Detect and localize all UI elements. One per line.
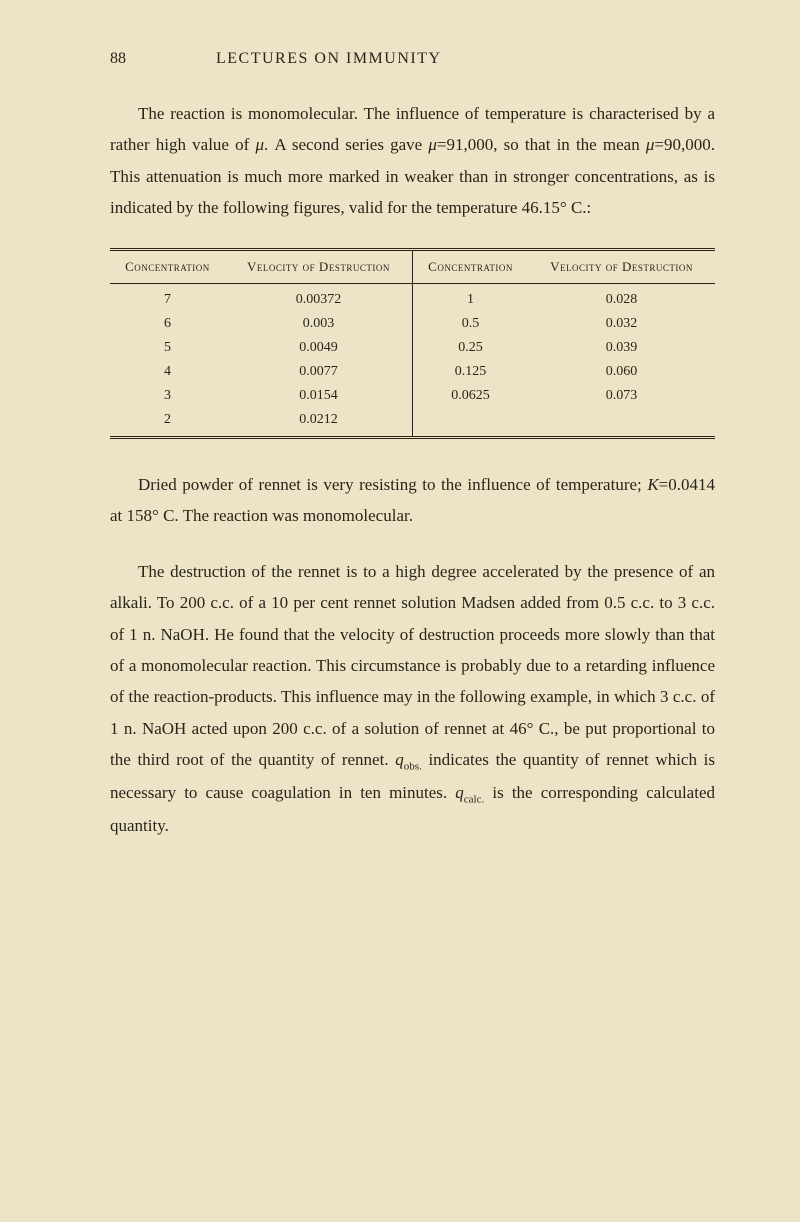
table-cell: 0.00372 [225, 283, 413, 312]
table-cell: 0.0154 [225, 384, 413, 408]
table-header: Velocity of Destruction [225, 249, 413, 283]
paragraph-3: The destruction of the rennet is to a hi… [110, 556, 715, 842]
table-cell: 0.073 [528, 384, 715, 408]
table-cell: 0.028 [528, 283, 715, 312]
table-cell: 6 [110, 312, 225, 336]
table-header-row: Concentration Velocity of Destruction Co… [110, 249, 715, 283]
table-row: 3 0.0154 0.0625 0.073 [110, 384, 715, 408]
header-title: LECTURES ON IMMUNITY [216, 50, 442, 68]
table-cell: 1 [412, 283, 528, 312]
paragraph-1: The reaction is monomolecular. The influ… [110, 98, 715, 224]
table-cell: 5 [110, 336, 225, 360]
table-cell: 0.25 [412, 336, 528, 360]
table-row: 6 0.003 0.5 0.032 [110, 312, 715, 336]
table-cell: 7 [110, 283, 225, 312]
page-header: 88 LECTURES ON IMMUNITY [110, 50, 715, 68]
table-cell: 0.039 [528, 336, 715, 360]
table-cell: 0.060 [528, 360, 715, 384]
table-row: 2 0.0212 [110, 408, 715, 438]
table-cell: 0.003 [225, 312, 413, 336]
table-header: Concentration [110, 249, 225, 283]
table-cell: 0.125 [412, 360, 528, 384]
table-header: Concentration [412, 249, 528, 283]
paragraph-2: Dried powder of rennet is very resisting… [110, 469, 715, 532]
table-cell: 0.0212 [225, 408, 413, 438]
table-cell: 4 [110, 360, 225, 384]
table-row: 5 0.0049 0.25 0.039 [110, 336, 715, 360]
table-header: Velocity of Destruction [528, 249, 715, 283]
page-number: 88 [110, 50, 126, 68]
table-row: 7 0.00372 1 0.028 [110, 283, 715, 312]
table-cell: 2 [110, 408, 225, 438]
table-cell: 0.0049 [225, 336, 413, 360]
table-cell: 0.0625 [412, 384, 528, 408]
table-cell: 3 [110, 384, 225, 408]
table-cell: 0.5 [412, 312, 528, 336]
table-cell: 0.0077 [225, 360, 413, 384]
table-cell: 0.032 [528, 312, 715, 336]
table-cell [412, 408, 528, 438]
table-row: 4 0.0077 0.125 0.060 [110, 360, 715, 384]
table-cell [528, 408, 715, 438]
destruction-table: Concentration Velocity of Destruction Co… [110, 248, 715, 439]
